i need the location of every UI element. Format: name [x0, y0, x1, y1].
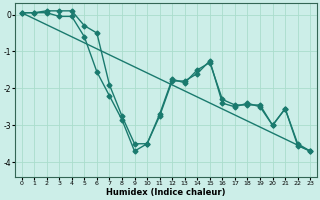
X-axis label: Humidex (Indice chaleur): Humidex (Indice chaleur) — [106, 188, 226, 197]
